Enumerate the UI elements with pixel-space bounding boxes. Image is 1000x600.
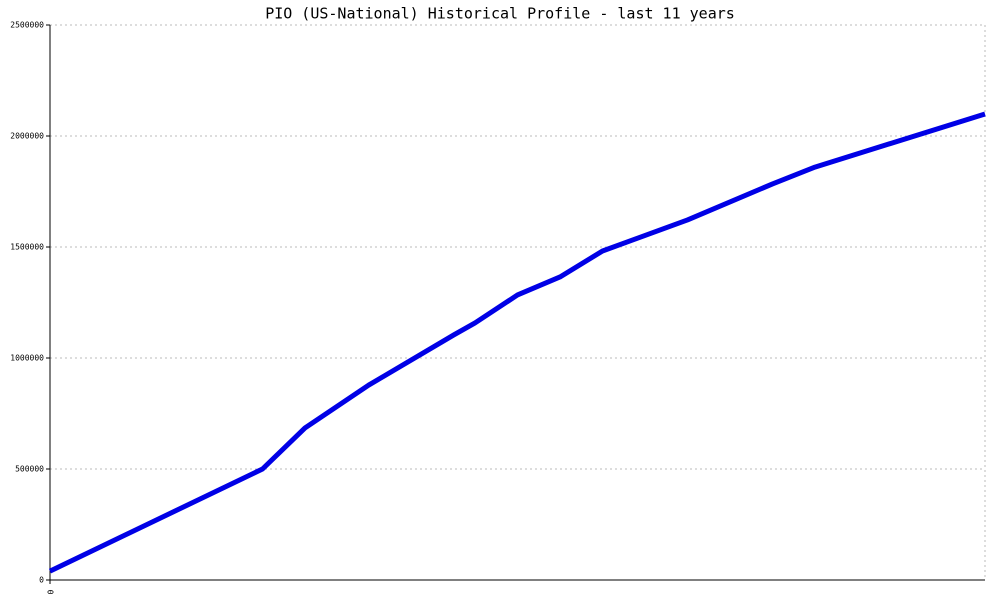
chart-title: PIO (US-National) Historical Profile - l…	[265, 5, 735, 23]
y-tick-label: 500000	[15, 465, 44, 474]
data-line	[48, 111, 986, 574]
y-tick-label: 2500000	[10, 21, 44, 30]
y-tick-label: 0	[39, 576, 44, 585]
y-tick-label: 2000000	[10, 132, 44, 141]
y-tick-label: 1000000	[10, 354, 44, 363]
y-tick-label: 1500000	[10, 243, 44, 252]
x-tick-label: 0	[46, 590, 55, 595]
